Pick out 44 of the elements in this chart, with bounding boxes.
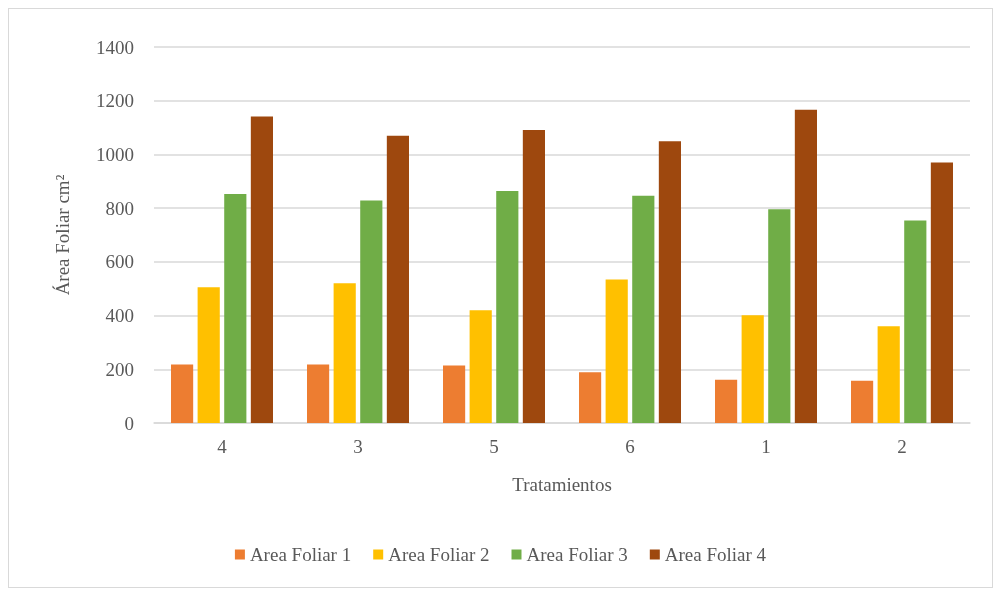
bar (197, 287, 220, 423)
bar (851, 380, 874, 423)
bar (360, 200, 383, 423)
y-axis-title: Área Foliar cm² (52, 174, 73, 296)
bar (522, 129, 545, 423)
bar (443, 365, 466, 423)
bar (715, 379, 738, 423)
legend-label: Area Foliar 1 (249, 544, 352, 565)
bar (307, 364, 330, 423)
bar (741, 315, 764, 423)
bar (469, 310, 492, 423)
bar (605, 279, 628, 423)
x-tick-label: 2 (897, 436, 907, 457)
bar (171, 364, 194, 423)
y-tick-label: 200 (105, 358, 134, 380)
y-tick-label: 400 (105, 305, 134, 327)
x-tick-label: 1 (761, 436, 771, 457)
y-tick-label: 1200 (96, 90, 134, 112)
legend-label: Area Foliar 2 (388, 544, 490, 565)
legend-label: Area Foliar 4 (664, 544, 767, 565)
bar (794, 109, 817, 423)
y-tick-label: 1400 (96, 36, 134, 58)
y-tick-label: 800 (105, 197, 134, 219)
bar (632, 195, 655, 423)
y-tick-label: 600 (105, 251, 134, 273)
bar (658, 141, 681, 423)
bar (250, 116, 273, 423)
bar (579, 372, 602, 423)
bar (930, 162, 953, 423)
x-axis-title: Tratamientos (512, 474, 612, 495)
bar (877, 326, 900, 423)
bar (496, 190, 519, 423)
bar (386, 135, 409, 423)
x-tick-label: 3 (353, 436, 363, 457)
y-tick-label: 1000 (96, 143, 134, 165)
x-tick-label: 5 (489, 436, 499, 457)
x-tick-label: 6 (625, 436, 635, 457)
y-tick-label: 0 (124, 412, 134, 434)
bar (224, 193, 247, 423)
bar (768, 209, 791, 423)
x-tick-label: 4 (217, 436, 228, 457)
bar (333, 283, 356, 423)
legend-label: Area Foliar 3 (526, 544, 628, 565)
bar (904, 220, 927, 423)
